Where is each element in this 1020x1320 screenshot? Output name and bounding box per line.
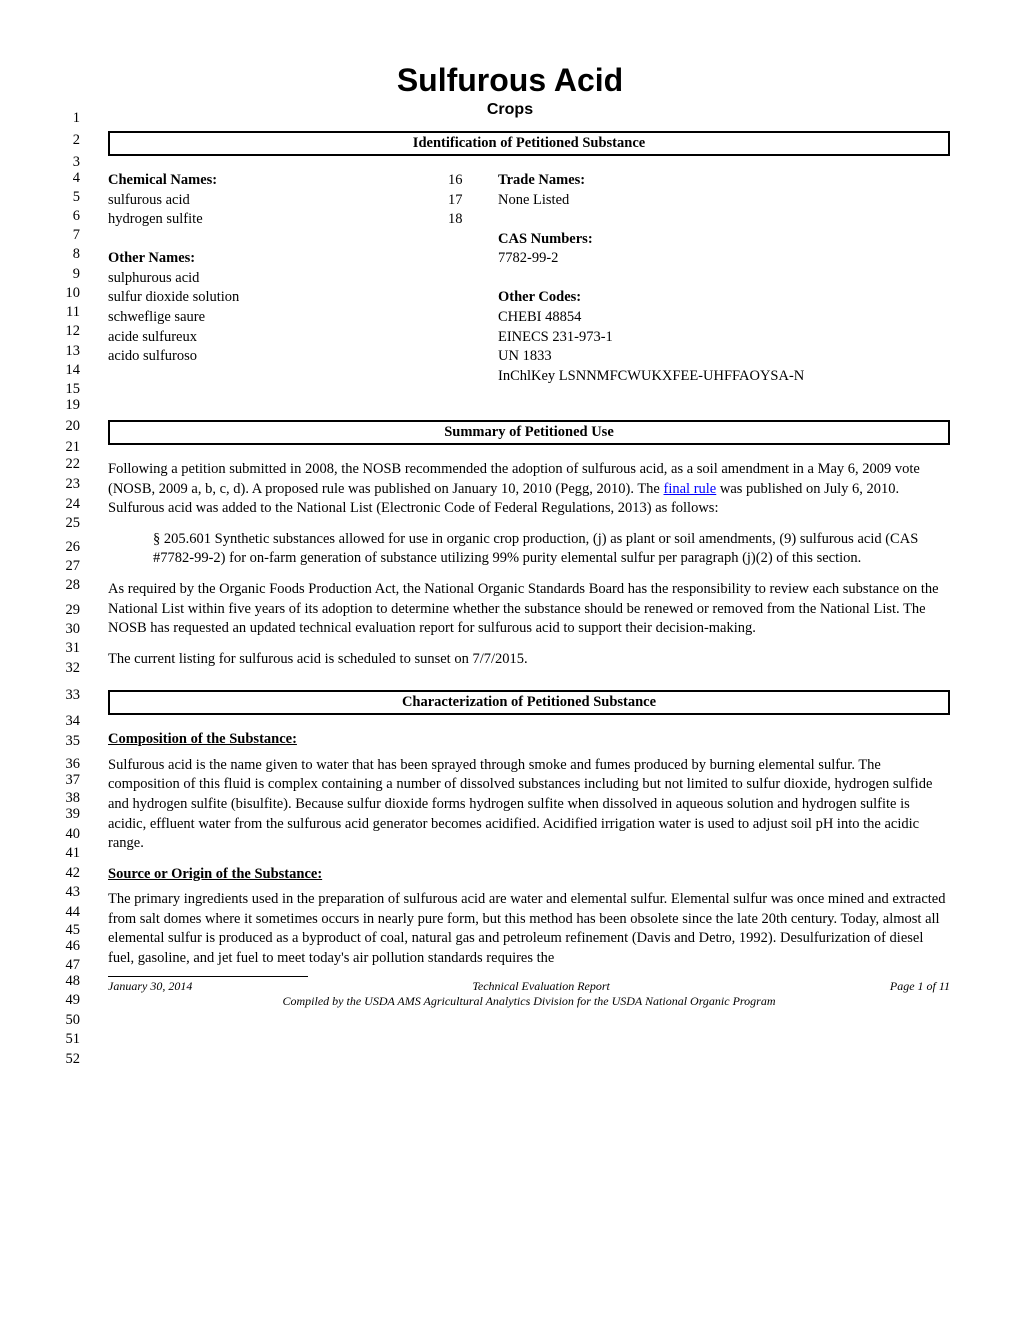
- cas-1: 7782-99-2: [498, 249, 950, 269]
- code-1: CHEBI 48854: [498, 308, 950, 328]
- mid-17: 17: [448, 191, 498, 211]
- line-number: 46: [66, 939, 81, 954]
- line-number: 27: [66, 559, 81, 574]
- line-number: 51: [66, 1032, 81, 1047]
- line-number: 8: [73, 247, 80, 262]
- summary-para-4: The current listing for sulfurous acid i…: [108, 650, 950, 670]
- line-number: 9: [73, 267, 80, 282]
- line-number: 1: [73, 111, 80, 126]
- line-number: 37: [66, 773, 81, 788]
- source-para: The primary ingredients used in the prep…: [108, 890, 950, 968]
- mid-line-numbers: 16 17 18: [448, 171, 498, 386]
- line-number: 22: [66, 457, 81, 472]
- line-number: 35: [66, 734, 81, 749]
- footer-compiler: Compiled by the USDA AMS Agricultural An…: [108, 994, 950, 1009]
- line-number: 26: [66, 540, 81, 555]
- line-number: 42: [66, 866, 81, 881]
- line-number: 47: [66, 958, 81, 973]
- chemical-name-1: sulfurous acid: [108, 191, 448, 211]
- chemical-name-2: hydrogen sulfite: [108, 210, 448, 230]
- line-number: 49: [66, 993, 81, 1008]
- line-number: 30: [66, 622, 81, 637]
- chemical-names-label: Chemical Names:: [108, 171, 448, 191]
- section-characterization: Characterization of Petitioned Substance: [108, 690, 950, 715]
- section-summary: Summary of Petitioned Use: [108, 420, 950, 445]
- identification-left-col: Chemical Names: sulfurous acid hydrogen …: [108, 171, 448, 386]
- footer-mid: Technical Evaluation Report: [472, 979, 610, 994]
- code-2: EINECS 231-973-1: [498, 328, 950, 348]
- trade-names-label: Trade Names:: [498, 171, 950, 191]
- line-number: 25: [66, 516, 81, 531]
- line-number: 28: [66, 578, 81, 593]
- line-number: 23: [66, 477, 81, 492]
- other-name-4: acide sulfureux: [108, 328, 448, 348]
- doc-subtitle: Crops: [70, 101, 950, 119]
- line-number: 6: [73, 209, 80, 224]
- line-number: 33: [66, 688, 81, 703]
- line-number: 5: [73, 190, 80, 205]
- line-number: 39: [66, 807, 81, 822]
- cas-label: CAS Numbers:: [498, 230, 950, 250]
- line-number: 3: [73, 155, 80, 170]
- summary-para-3: As required by the Organic Foods Product…: [108, 580, 950, 639]
- line-number: 12: [66, 324, 81, 339]
- line-number: 11: [66, 305, 80, 320]
- line-number: 48: [66, 974, 81, 989]
- line-number: 13: [66, 344, 81, 359]
- final-rule-link[interactable]: final rule: [664, 481, 717, 497]
- line-number: 45: [66, 923, 81, 938]
- other-name-3: schweflige saure: [108, 308, 448, 328]
- line-number: 32: [66, 661, 81, 676]
- page-footer: January 30, 2014 Technical Evaluation Re…: [108, 979, 950, 1009]
- line-number: 38: [66, 791, 81, 806]
- line-number: 40: [66, 827, 81, 842]
- composition-label: Composition of the Substance:: [108, 731, 297, 747]
- line-number: 14: [66, 363, 81, 378]
- footer-page: Page 1 of 11: [890, 979, 950, 994]
- footer-rule: [108, 976, 308, 977]
- line-number: 36: [66, 757, 81, 772]
- other-name-2: sulfur dioxide solution: [108, 288, 448, 308]
- line-number: 31: [66, 641, 81, 656]
- code-3: UN 1833: [498, 347, 950, 367]
- line-number: 7: [73, 228, 80, 243]
- line-number: 4: [73, 171, 80, 186]
- trade-name-1: None Listed: [498, 191, 950, 211]
- section-identification: Identification of Petitioned Substance: [108, 131, 950, 156]
- composition-para: Sulfurous acid is the name given to wate…: [108, 756, 950, 854]
- other-name-5: acido sulfuroso: [108, 347, 448, 367]
- line-number: 15: [66, 382, 81, 397]
- mid-18: 18: [448, 210, 498, 230]
- mid-16: 16: [448, 171, 498, 191]
- line-number: 52: [66, 1052, 81, 1067]
- line-number: 44: [66, 905, 81, 920]
- line-number: 34: [66, 714, 81, 729]
- summary-para-2: § 205.601 Synthetic substances allowed f…: [153, 530, 940, 569]
- other-codes-label: Other Codes:: [498, 288, 950, 308]
- line-number: 20: [66, 419, 81, 434]
- line-number: 24: [66, 497, 81, 512]
- footer-date: January 30, 2014: [108, 979, 192, 994]
- code-4: InChlKey LSNNMFCWUKXFEE-UHFFAOYSA-N: [498, 367, 950, 387]
- source-label: Source or Origin of the Substance:: [108, 866, 322, 882]
- line-number: 50: [66, 1013, 81, 1028]
- line-number: 41: [66, 846, 81, 861]
- line-number: 21: [66, 440, 81, 455]
- line-number: 29: [66, 603, 81, 618]
- summary-para-1: Following a petition submitted in 2008, …: [108, 460, 950, 519]
- doc-title: Sulfurous Acid: [70, 50, 950, 99]
- other-name-1: sulphurous acid: [108, 269, 448, 289]
- identification-right-col: Trade Names: None Listed CAS Numbers: 77…: [498, 171, 950, 386]
- other-names-label: Other Names:: [108, 249, 448, 269]
- line-number: 2: [73, 133, 80, 148]
- line-number: 43: [66, 885, 81, 900]
- line-number: 10: [66, 286, 81, 301]
- line-number: 19: [66, 398, 81, 413]
